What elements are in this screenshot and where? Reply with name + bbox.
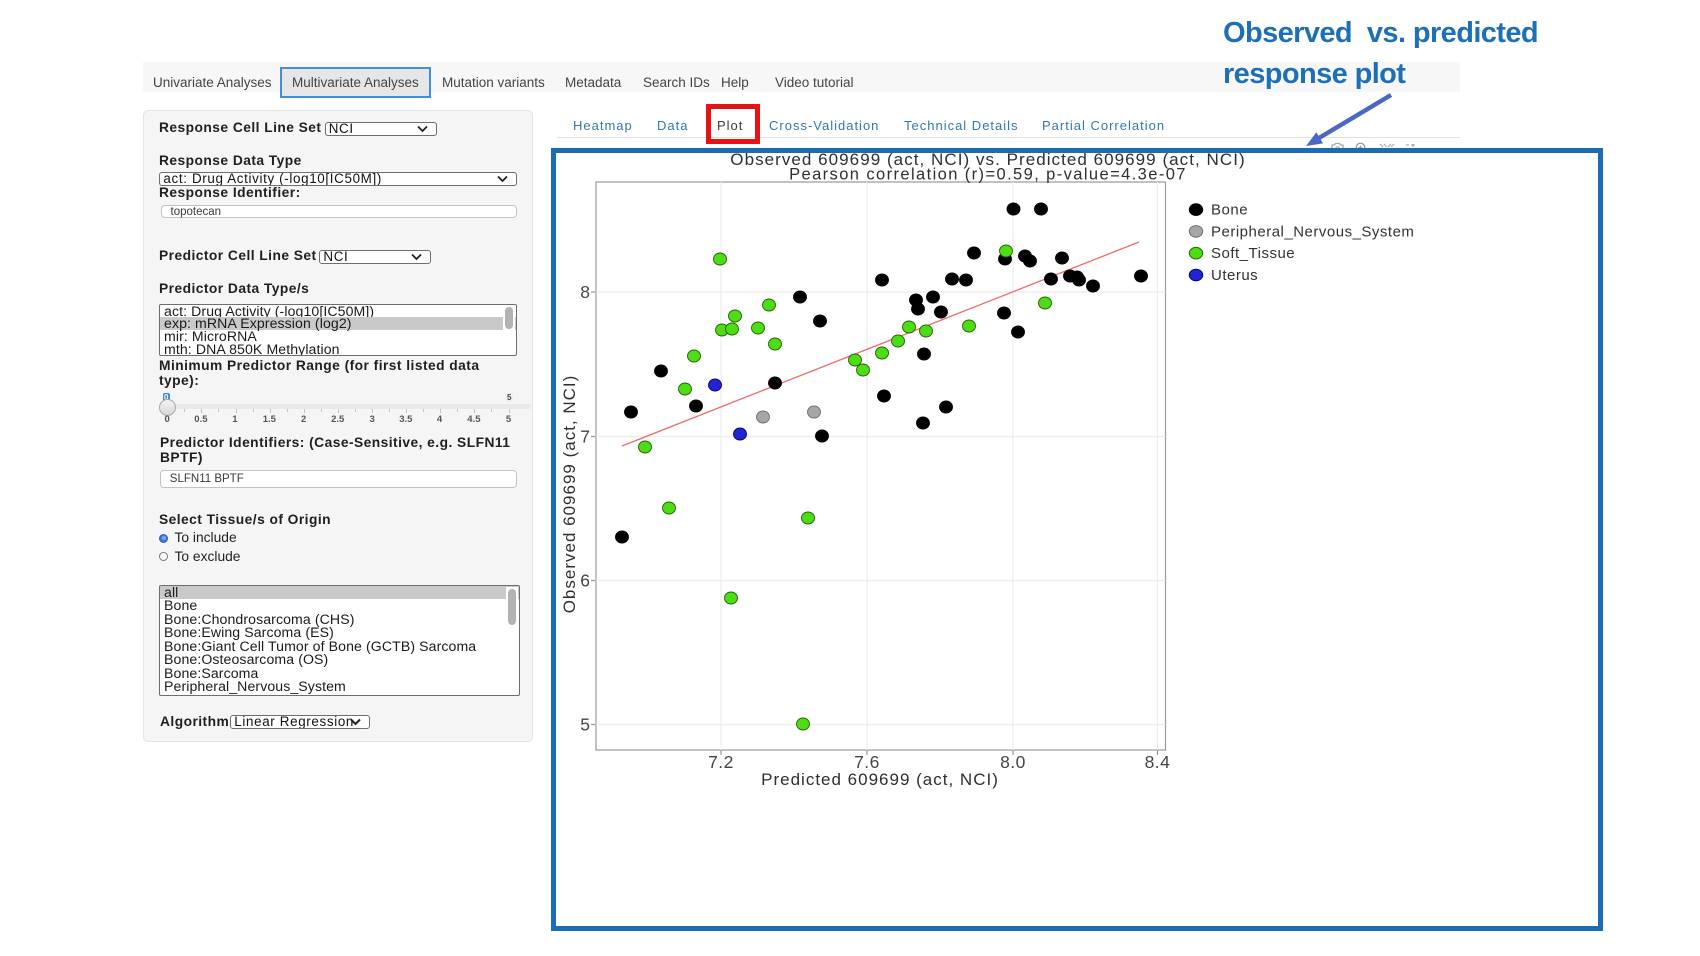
svg-text:Soft_Tissue: Soft_Tissue bbox=[1211, 245, 1295, 262]
svg-text:Predicted 609699 (act, NCI): Predicted 609699 (act, NCI) bbox=[761, 770, 999, 789]
svg-text:Uterus: Uterus bbox=[1211, 267, 1258, 284]
svg-text:Bone: Bone bbox=[1211, 202, 1248, 219]
svg-text:5: 5 bbox=[580, 715, 590, 735]
svg-text:7.2: 7.2 bbox=[708, 752, 734, 772]
svg-text:7.6: 7.6 bbox=[854, 752, 880, 772]
svg-text:Observed 609699 (act, NCI) vs.: Observed 609699 (act, NCI) vs. Predicted… bbox=[730, 153, 1245, 169]
svg-text:6: 6 bbox=[580, 571, 590, 591]
svg-text:8.4: 8.4 bbox=[1145, 752, 1171, 772]
svg-text:8.0: 8.0 bbox=[1000, 752, 1026, 772]
svg-text:Pearson correlation (r)=0.59,: Pearson correlation (r)=0.59, p-value=4.… bbox=[789, 166, 1187, 184]
svg-text:8: 8 bbox=[580, 282, 590, 302]
svg-text:Peripheral_Nervous_System: Peripheral_Nervous_System bbox=[1211, 223, 1414, 240]
svg-text:Observed 609699 (act, NCI): Observed 609699 (act, NCI) bbox=[560, 375, 579, 614]
svg-text:7: 7 bbox=[580, 427, 590, 447]
